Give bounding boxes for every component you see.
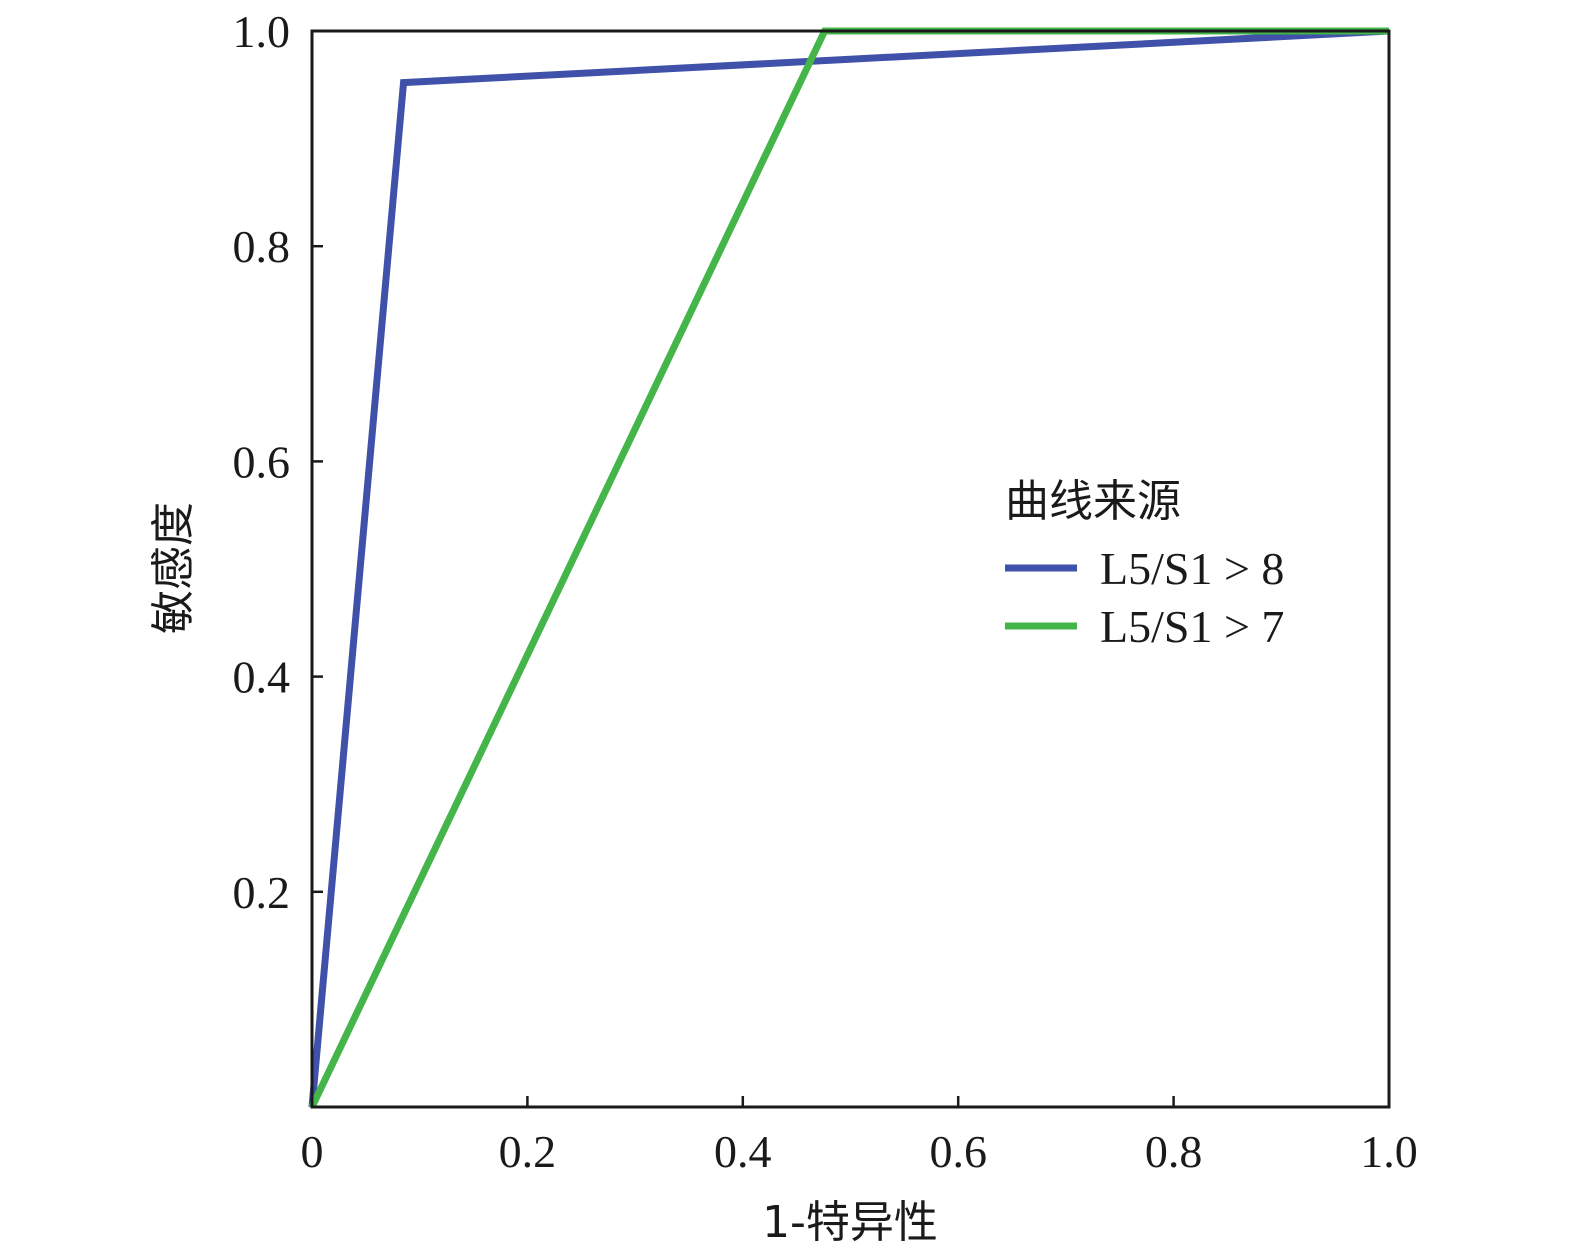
y-axis-ticks: 0.2 0.4 0.6 0.8 1.0 [233,6,323,918]
series-line-1 [308,27,1390,1108]
x-tick-label: 1.0 [1360,1126,1418,1177]
legend-label: L5/S1 > 8 [1100,543,1284,594]
plot-frame [310,29,1391,1109]
x-tick-label: 0.6 [929,1126,987,1177]
legend-label: L5/S1 > 7 [1100,601,1284,652]
y-tick-label: 0.4 [233,652,291,703]
legend: 曲线来源 L5/S1 > 8 L5/S1 > 7 [1005,476,1284,652]
x-tick-label: 0 [301,1126,324,1177]
legend-title: 曲线来源 [1005,476,1181,527]
y-axis-title: 敏感度 [148,502,199,634]
x-tick-label: 0.8 [1145,1126,1203,1177]
y-tick-label: 0.2 [233,867,291,918]
y-tick-label: 1.0 [233,6,291,57]
legend-items: L5/S1 > 8 L5/S1 > 7 [1005,543,1284,652]
y-tick-label: 0.6 [233,436,291,487]
x-tick-label: 0.2 [499,1126,557,1177]
y-tick-label: 0.8 [233,221,291,272]
x-axis-ticks: 0 0.2 0.4 0.6 0.8 1.0 [301,1096,1418,1177]
x-tick-label: 0.4 [714,1126,772,1177]
x-axis-title: 1-特异性 [762,1197,938,1248]
